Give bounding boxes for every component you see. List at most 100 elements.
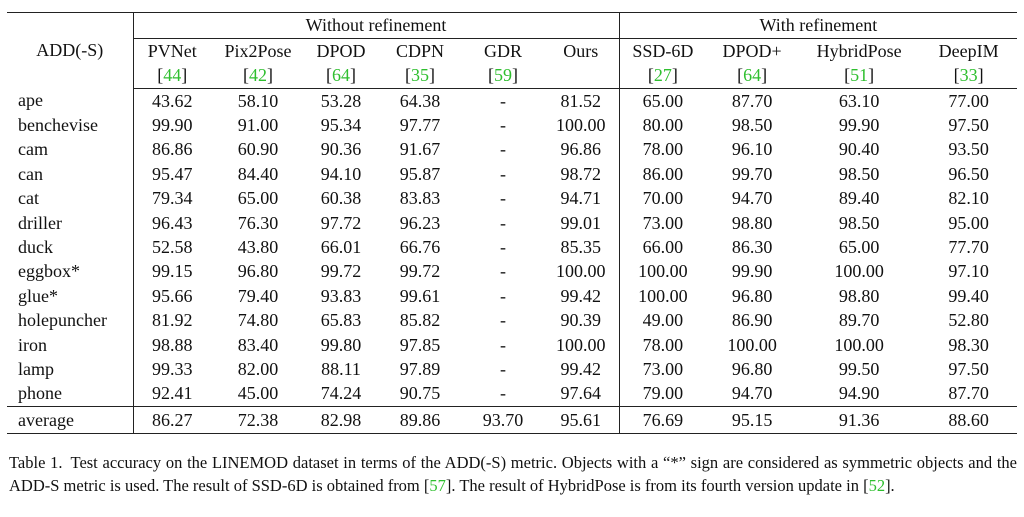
row-header: ADD(-S): [36, 40, 104, 61]
table-cell: 91.67: [399, 139, 441, 160]
table-cell: 96.43: [152, 212, 193, 233]
table-cell: 94.70: [731, 188, 773, 209]
method-ref-cell: [35]: [377, 63, 463, 89]
row-label: can: [7, 162, 134, 187]
table-cell: 100.00: [543, 259, 620, 285]
table-row: cat 79.34 65.00 60.38 83.83 - 94.71 70.00 94.70 8…: [7, 186, 1017, 211]
table-row: lamp 99.33 82.00 88.11 97.89 - 99.42 73.00 96.80…: [7, 357, 1017, 382]
table-cell: 43.62: [152, 90, 193, 111]
table-cell: 60.38: [320, 188, 362, 209]
table-cell: 79.40: [237, 285, 279, 306]
group-header: With refinement: [619, 12, 1018, 39]
table-cell: 90.36: [320, 139, 362, 160]
table-cell: 98.72: [543, 162, 620, 187]
table-cell: 96.80: [731, 285, 773, 306]
table-cell: 97.72: [320, 212, 362, 233]
table-cell: -: [500, 285, 506, 306]
table-cell: -: [500, 334, 506, 355]
row-label: lamp: [7, 357, 134, 382]
table-cell: 95.87: [399, 163, 441, 184]
table-cell: 99.90: [838, 115, 880, 136]
table-cell: 53.28: [320, 90, 362, 111]
row-label: eggbox*: [7, 259, 134, 285]
table-cell: 70.00: [642, 188, 684, 209]
table-cell: 89.40: [838, 188, 880, 209]
table-cell: 99.01: [543, 210, 620, 236]
table-cell: 77.00: [948, 90, 989, 111]
table-row: glue* 95.66 79.40 93.83 99.61 - 99.42 100.00 96.…: [7, 284, 1017, 309]
table-cell: 97.77: [399, 115, 441, 136]
table-cell: 91.00: [237, 115, 279, 136]
table-cell: 83.40: [237, 334, 279, 355]
method-header: HybridPose: [816, 40, 902, 61]
table-cell: 97.50: [948, 115, 989, 136]
method-header: GDR: [483, 40, 522, 61]
table-cell: -: [500, 115, 506, 136]
table-cell: 65.83: [320, 310, 362, 331]
table-cell: 88.11: [321, 358, 361, 379]
table-cell: 73.00: [642, 212, 684, 233]
table-cell: 99.40: [948, 285, 989, 306]
table-cell: 60.90: [237, 139, 279, 160]
caption-fragment: ]. The result of HybridPose is from its …: [445, 476, 869, 495]
table-cell: 98.80: [838, 285, 880, 306]
row-label: average: [7, 406, 134, 435]
table-cell: 74.24: [320, 383, 362, 404]
row-header-cell: ADD(-S): [7, 12, 134, 89]
table-cell: 95.00: [948, 212, 989, 233]
citation-link: 64: [743, 64, 762, 85]
table-cell: 99.72: [399, 261, 441, 282]
table-cell: 90.75: [399, 383, 441, 404]
table-cell: 87.70: [731, 90, 773, 111]
table-cell: 93.70: [463, 406, 543, 435]
table-cell: 97.64: [543, 381, 620, 407]
table-cell: 98.50: [731, 115, 773, 136]
row-label: iron: [7, 332, 134, 358]
table-cell: 79.00: [642, 383, 684, 404]
citation-link: 59: [494, 64, 512, 85]
table-row: driller 96.43 76.30 97.72 96.23 - 99.01 73.00 98…: [7, 210, 1017, 236]
citation-link: 27: [653, 64, 672, 85]
table-row: ape 43.62 58.10 53.28 64.38 - 81.52 65.00 87.70 6…: [7, 88, 1017, 114]
row-label: driller: [7, 210, 134, 236]
table-cell: 99.33: [152, 358, 193, 379]
table-cell: 66.01: [320, 237, 362, 258]
table-cell: 58.10: [237, 90, 279, 111]
table-cell: 66.00: [642, 237, 684, 258]
table-cell: 100.00: [638, 285, 688, 306]
group-header: Without refinement: [133, 12, 620, 39]
table-cell: 94.90: [838, 383, 880, 404]
table-cell: 99.70: [731, 163, 773, 184]
table-cell: -: [500, 139, 506, 160]
table-cell: 43.80: [237, 237, 279, 258]
table-cell: 90.40: [838, 139, 880, 160]
header-row-groups: ADD(-S) Without refinement With refinement: [7, 12, 1018, 89]
table-cell: -: [500, 383, 506, 404]
table-cell: 66.76: [399, 237, 441, 258]
table-cell: -: [500, 90, 506, 111]
table-caption: Table 1. Test accuracy on the LINEMOD dat…: [9, 451, 1017, 497]
method-header: DPOD+: [722, 40, 782, 61]
table-cell: 98.50: [838, 163, 880, 184]
method-header: DPOD: [316, 40, 366, 61]
method-ref-cell: [42]: [211, 63, 305, 89]
table-cell: 87.70: [948, 383, 989, 404]
table-cell: 93.83: [320, 285, 362, 306]
table-cell: 85.82: [399, 310, 441, 331]
table-cell: 85.35: [543, 235, 620, 260]
table-cell: 73.00: [642, 358, 684, 379]
table-cell: 99.61: [399, 285, 441, 306]
table-cell: 95.66: [152, 285, 193, 306]
table-cell: 99.80: [320, 334, 362, 355]
table-cell: 86.30: [731, 237, 773, 258]
table-cell: 97.10: [948, 261, 989, 282]
table-cell: -: [500, 261, 506, 282]
table-cell: 100.00: [638, 261, 688, 282]
table-cell: 92.41: [152, 383, 193, 404]
table-cell: 81.52: [543, 88, 620, 114]
table-cell: 95.15: [706, 406, 799, 435]
table-cell: 97.89: [399, 358, 441, 379]
table-cell: 82.98: [305, 406, 377, 435]
table-row: phone 92.41 45.00 74.24 90.75 - 97.64 79.00 94.7…: [7, 381, 1017, 407]
table-cell: 97.50: [948, 358, 989, 379]
